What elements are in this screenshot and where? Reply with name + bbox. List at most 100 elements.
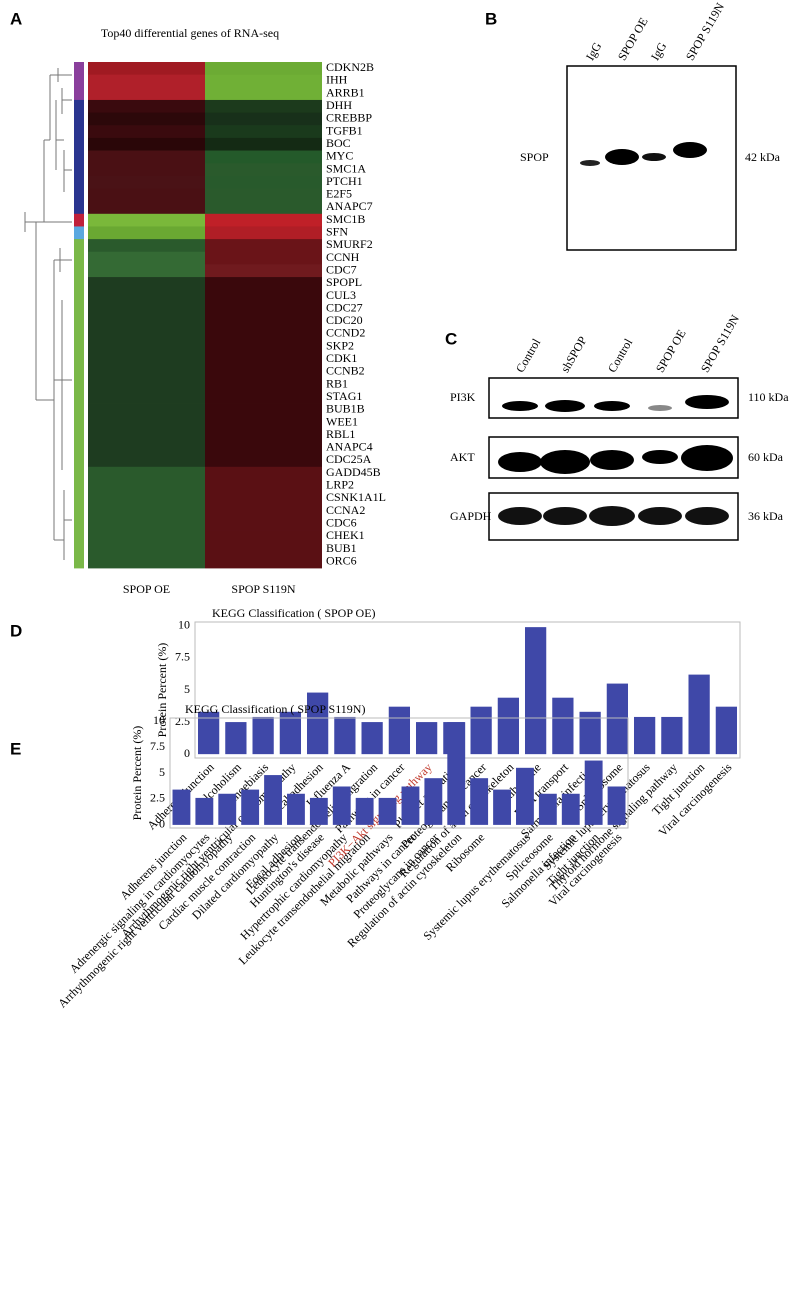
gene-label: BUB1B bbox=[326, 402, 365, 416]
bar bbox=[415, 722, 438, 755]
bar bbox=[633, 716, 656, 755]
row-side-color bbox=[74, 555, 84, 569]
heatmap-cell bbox=[205, 251, 322, 265]
gene-label: SMURF2 bbox=[326, 237, 373, 251]
gene-label: SKP2 bbox=[326, 338, 354, 352]
bar bbox=[561, 793, 580, 825]
panel-label: A bbox=[10, 9, 22, 28]
panel-label: C bbox=[445, 329, 457, 348]
lane-label: IgG bbox=[648, 39, 670, 62]
bar bbox=[361, 722, 383, 755]
y-tick-label: 2.5 bbox=[175, 714, 190, 728]
heatmap-cell bbox=[205, 403, 322, 417]
row-side-color bbox=[74, 340, 84, 354]
bar bbox=[287, 793, 305, 825]
gene-label: CSNK1A1L bbox=[326, 490, 386, 504]
heatmap-cell bbox=[205, 264, 322, 278]
row-side-color bbox=[74, 99, 84, 113]
heatmap-cell bbox=[88, 542, 205, 556]
gene-label: E2F5 bbox=[326, 187, 352, 201]
gene-label: CCNB2 bbox=[326, 364, 365, 378]
bar bbox=[607, 786, 626, 825]
bar bbox=[661, 716, 683, 755]
row-side-color bbox=[74, 163, 84, 177]
gene-label: CDC20 bbox=[326, 313, 363, 327]
bar bbox=[584, 760, 603, 825]
bar bbox=[552, 697, 574, 755]
heatmap-cell bbox=[205, 517, 322, 531]
heatmap-cell bbox=[205, 87, 322, 101]
blot-size-label: 60 kDa bbox=[748, 450, 784, 464]
row-side-color bbox=[74, 302, 84, 316]
blot-size-label: 42 kDa bbox=[745, 150, 781, 164]
x-tick-label: Arrhythmogenic right ventricular cardiom… bbox=[55, 830, 235, 1010]
heatmap-cell bbox=[205, 441, 322, 455]
bar bbox=[579, 711, 601, 755]
y-tick-label: 5 bbox=[159, 765, 165, 779]
heatmap-cell bbox=[88, 112, 205, 126]
row-side-color bbox=[74, 530, 84, 544]
gene-label: SFN bbox=[326, 225, 348, 239]
heatmap-cell bbox=[205, 213, 322, 227]
heatmap-cell bbox=[205, 289, 322, 303]
chart-title: KEGG Classification ( SPOP OE) bbox=[212, 606, 376, 620]
gene-label: DHH bbox=[326, 98, 352, 112]
row-side-color bbox=[74, 327, 84, 341]
row-side-color bbox=[74, 137, 84, 151]
heatmap-cell bbox=[205, 74, 322, 88]
lane-label: Control bbox=[513, 336, 544, 375]
heatmap-cell bbox=[88, 390, 205, 404]
bar bbox=[332, 786, 351, 825]
heatmap-cell bbox=[205, 378, 322, 392]
heatmap-cell bbox=[88, 441, 205, 455]
column-label: SPOP OE bbox=[123, 582, 170, 596]
row-side-color bbox=[74, 466, 84, 480]
y-axis-label: Protein Percent (%) bbox=[155, 643, 169, 738]
heatmap-cell bbox=[205, 555, 322, 569]
heatmap-cell bbox=[88, 378, 205, 392]
heatmap-cell bbox=[88, 277, 205, 291]
gene-label: ARRB1 bbox=[326, 85, 365, 99]
gene-label: STAG1 bbox=[326, 389, 362, 403]
gene-label: GADD45B bbox=[326, 465, 381, 479]
blot-row-label: AKT bbox=[450, 450, 475, 464]
y-tick-label: 5 bbox=[184, 682, 190, 696]
bar bbox=[470, 706, 492, 755]
gene-label: MYC bbox=[326, 149, 353, 163]
heatmap-cell bbox=[88, 264, 205, 278]
bar bbox=[388, 706, 411, 755]
heatmap-cell bbox=[205, 428, 322, 442]
gene-label: WEE1 bbox=[326, 414, 358, 428]
gene-label: CHEK1 bbox=[326, 528, 365, 542]
gene-label: PTCH1 bbox=[326, 174, 363, 188]
lane-label: Control bbox=[605, 336, 636, 375]
blot-band bbox=[580, 160, 600, 166]
heatmap-cell bbox=[88, 137, 205, 151]
blot-size-label: 36 kDa bbox=[748, 509, 784, 523]
heatmap-cell bbox=[205, 416, 322, 430]
bar bbox=[334, 716, 356, 755]
row-side-color bbox=[74, 403, 84, 417]
gene-label: CCNA2 bbox=[326, 503, 365, 517]
bar bbox=[447, 722, 466, 825]
heatmap-cell bbox=[205, 466, 322, 480]
row-side-color bbox=[74, 454, 84, 468]
gene-label: CCNH bbox=[326, 250, 360, 264]
heatmap-cell bbox=[88, 302, 205, 316]
y-tick-label: 10 bbox=[153, 713, 165, 727]
heatmap-cell bbox=[205, 504, 322, 518]
row-side-color bbox=[74, 201, 84, 215]
heatmap-cell bbox=[205, 137, 322, 151]
heatmap-cell bbox=[88, 74, 205, 88]
heatmap-cell bbox=[205, 99, 322, 113]
bar bbox=[195, 797, 214, 825]
bar bbox=[279, 711, 302, 755]
bar bbox=[241, 789, 260, 825]
y-axis-label: Protein Percent (%) bbox=[130, 726, 144, 821]
heatmap-cell bbox=[88, 315, 205, 329]
bar bbox=[225, 722, 247, 755]
heatmap-cell bbox=[205, 163, 322, 177]
bar bbox=[688, 674, 710, 755]
row-side-color bbox=[74, 125, 84, 139]
